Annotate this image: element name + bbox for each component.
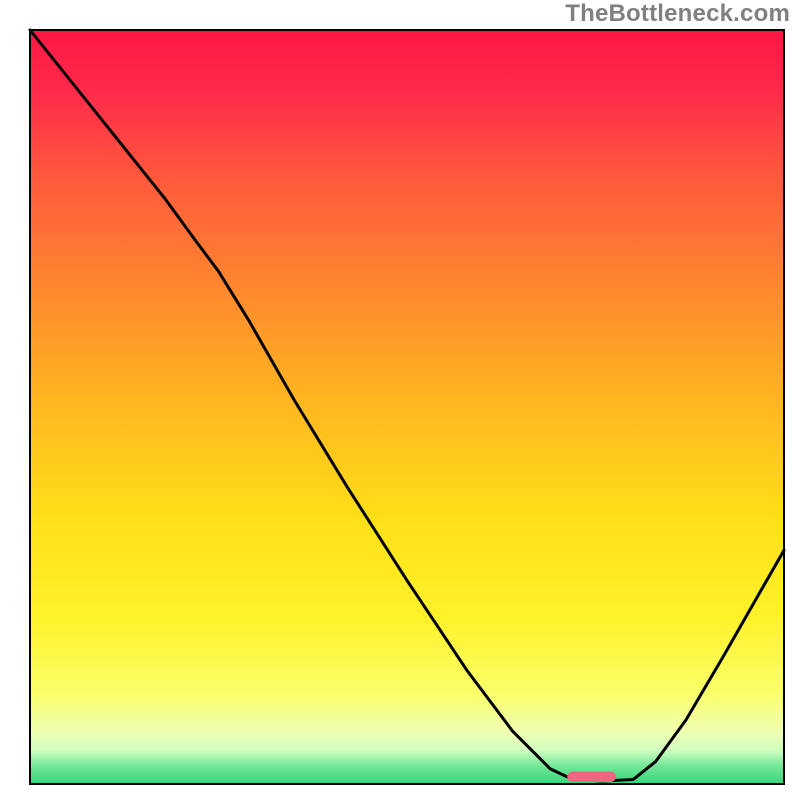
gradient-background (30, 30, 784, 784)
watermark-text: TheBottleneck.com (565, 0, 790, 28)
optimum-marker (567, 771, 616, 782)
gradient-plot (0, 0, 800, 800)
bottleneck-chart: TheBottleneck.com (0, 0, 800, 800)
